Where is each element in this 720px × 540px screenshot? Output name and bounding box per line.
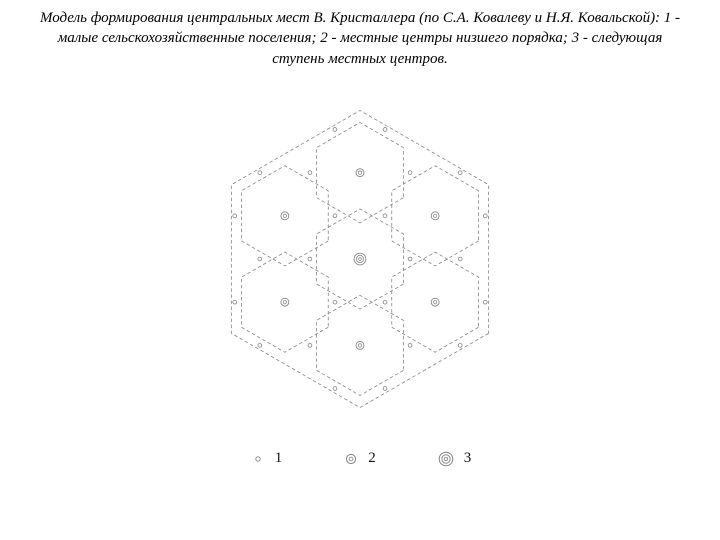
legend-symbol-2 xyxy=(342,450,360,468)
diagram-container xyxy=(0,69,720,449)
legend-item-1: 1 xyxy=(249,450,283,468)
legend-label-3: 3 xyxy=(464,450,472,467)
legend-label-2: 2 xyxy=(368,450,376,467)
legend: 1 2 3 xyxy=(0,449,720,469)
figure-caption: Модель формирования центральных мест В. … xyxy=(0,0,720,69)
legend-item-2: 2 xyxy=(342,450,376,468)
legend-item-3: 3 xyxy=(436,449,472,469)
legend-label-1: 1 xyxy=(275,450,283,467)
central-place-diagram xyxy=(170,69,550,449)
legend-symbol-3 xyxy=(436,449,456,469)
legend-symbol-1 xyxy=(249,450,267,468)
